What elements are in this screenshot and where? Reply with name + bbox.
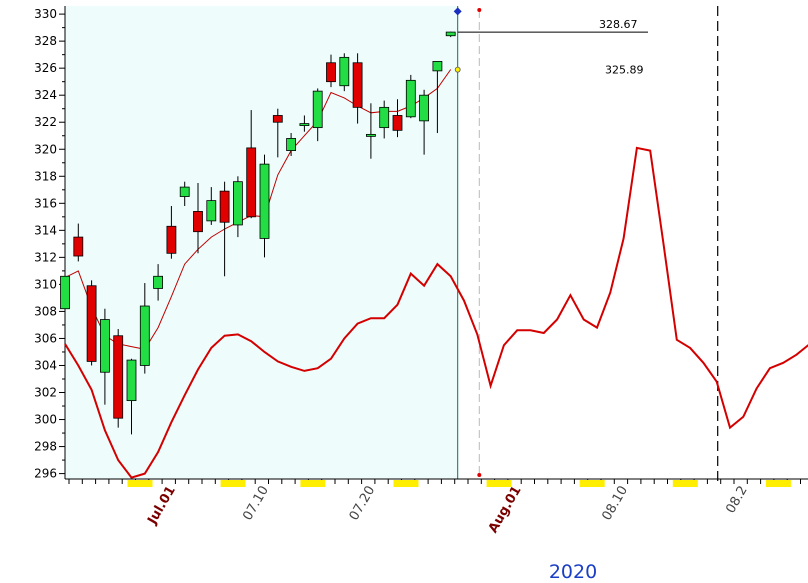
weekend-marker: [300, 480, 326, 487]
y-tick-label: 328: [34, 34, 57, 48]
x-tick-label: Jul.01: [145, 484, 179, 528]
y-tick-label: 314: [34, 223, 57, 237]
candle-down: [392, 115, 403, 131]
x-tick-label: 07.20: [347, 484, 379, 524]
candle-up: [60, 275, 70, 310]
candle-up: [312, 90, 323, 129]
candle-up: [153, 275, 164, 289]
x-tick-label: 07.10: [240, 484, 272, 524]
candle-down: [193, 211, 203, 233]
candle-up: [286, 138, 297, 152]
weekend-marker: [220, 480, 246, 487]
y-tick-label: 322: [34, 115, 57, 129]
candle-up: [232, 181, 243, 226]
candle-down: [166, 225, 177, 254]
candle-up: [432, 61, 443, 72]
weekend-marker: [393, 480, 419, 487]
y-tick-label: 306: [34, 331, 57, 345]
history-shade: [65, 6, 458, 479]
forecast-top-marker: [477, 8, 482, 12]
candle-up: [299, 123, 310, 126]
last-price-label: 328.67: [599, 18, 638, 31]
axes: 296 298 300 302 304 306 308 310 312 314 316 318 320 3…: [34, 6, 808, 487]
forecast-bottom-marker: [477, 473, 482, 477]
y-tick-label: 324: [34, 88, 57, 102]
year-label: 2020: [549, 561, 597, 583]
candle-down: [219, 190, 230, 223]
weekend-marker: [672, 480, 698, 487]
candle-up: [179, 186, 190, 197]
candle-up: [365, 133, 376, 137]
candle-up: [206, 200, 217, 222]
candle-down: [113, 335, 124, 419]
candle-up: [139, 305, 150, 366]
ma-marker: [454, 66, 461, 73]
x-tick-label: 08.2: [723, 484, 750, 517]
y-tick-label: 312: [34, 250, 57, 264]
candles-layer: [60, 31, 456, 435]
x-tick-label: Aug.01: [486, 484, 525, 536]
y-tick-label: 316: [34, 196, 57, 210]
weekend-marker: [127, 480, 153, 487]
candle-down: [272, 115, 283, 123]
candle-up: [339, 56, 350, 87]
candle-down: [326, 62, 336, 83]
candle-up: [379, 106, 390, 129]
y-tick-label: 326: [34, 61, 57, 75]
candle-down: [86, 285, 97, 362]
weekend-marker: [579, 480, 605, 487]
ma-price-label: 325.89: [605, 64, 644, 77]
y-tick-label: 300: [34, 413, 57, 427]
weekend-marker: [765, 480, 791, 487]
y-tick-label: 320: [34, 142, 57, 156]
candle-down: [352, 62, 363, 108]
candle-up: [419, 94, 430, 122]
candle-up: [405, 79, 416, 118]
candle-down: [73, 236, 84, 257]
plot-background: [65, 6, 719, 481]
y-tick-label: 310: [34, 277, 57, 291]
high-marker: [453, 7, 462, 16]
y-tick-label: 296: [34, 467, 57, 481]
candle-up: [126, 359, 137, 402]
candle-up: [100, 319, 110, 373]
y-tick-label: 308: [34, 304, 57, 318]
y-tick-label: 302: [34, 386, 57, 400]
forecast-wave-line: [64, 146, 808, 479]
y-tick-label: 318: [34, 169, 57, 183]
candle-up: [445, 31, 456, 37]
y-tick-label: 304: [34, 358, 57, 372]
candle-down: [246, 147, 257, 218]
candle-up: [259, 163, 270, 239]
x-tick-label: 08.10: [599, 484, 631, 524]
y-tick-label: 330: [34, 7, 57, 21]
y-tick-label: 298: [34, 440, 57, 454]
weekend-marker: [486, 480, 512, 487]
